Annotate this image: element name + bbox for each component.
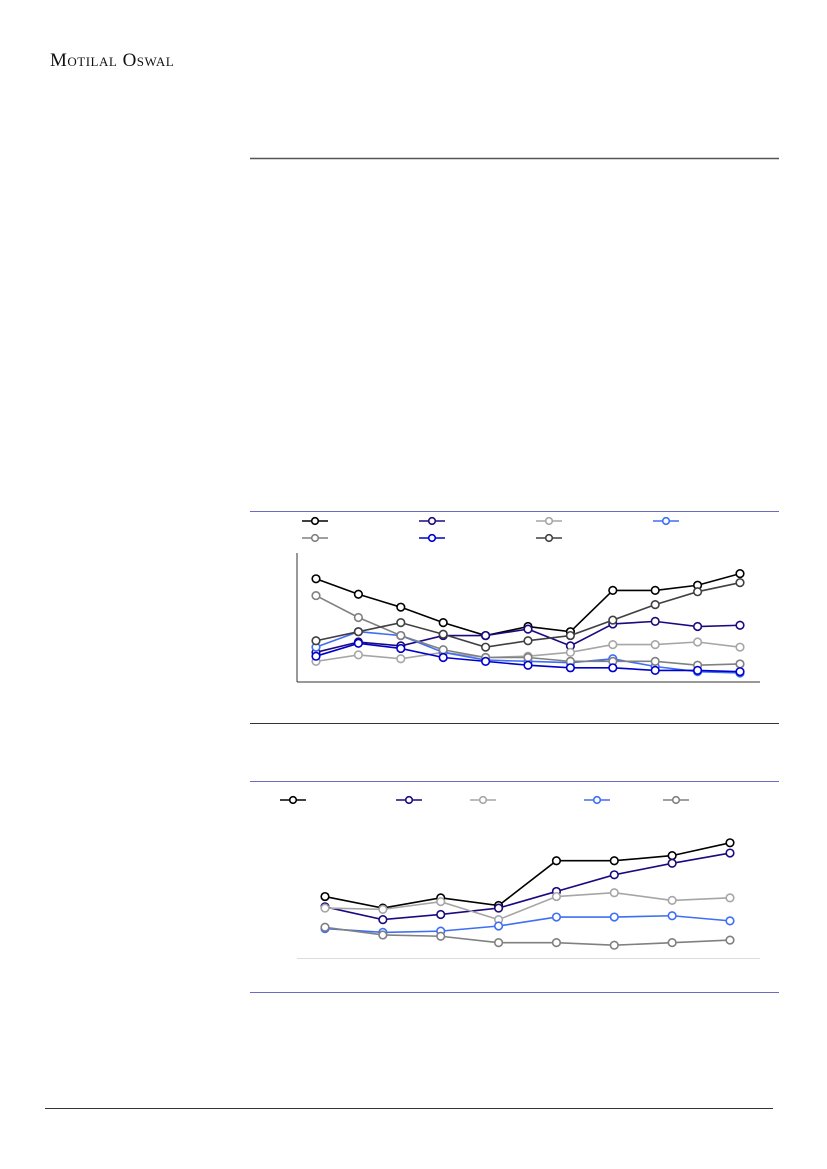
point bbox=[353, 627, 364, 637]
point bbox=[378, 914, 388, 925]
point bbox=[396, 602, 406, 612]
brand: Motilal Oswal bbox=[50, 50, 174, 71]
series-line bbox=[324, 891, 731, 921]
point bbox=[650, 656, 660, 666]
legend-swatch bbox=[288, 795, 298, 805]
point bbox=[692, 621, 703, 632]
legend-swatch bbox=[478, 795, 488, 805]
point bbox=[396, 630, 406, 641]
point bbox=[735, 620, 745, 630]
point bbox=[493, 903, 504, 913]
point bbox=[438, 618, 448, 628]
legend-swatch bbox=[427, 516, 437, 526]
point bbox=[667, 911, 677, 921]
point bbox=[523, 652, 533, 663]
point bbox=[735, 569, 745, 579]
point bbox=[565, 630, 576, 641]
point bbox=[523, 636, 533, 646]
point bbox=[311, 651, 321, 661]
point bbox=[551, 938, 562, 948]
point bbox=[353, 589, 364, 599]
point bbox=[609, 870, 619, 880]
legend-swatch bbox=[404, 795, 414, 805]
point bbox=[667, 895, 677, 906]
point bbox=[667, 858, 677, 868]
point bbox=[735, 667, 745, 677]
point bbox=[311, 590, 321, 601]
point bbox=[481, 656, 491, 666]
point bbox=[725, 838, 735, 848]
point bbox=[667, 938, 677, 948]
point bbox=[320, 903, 330, 913]
series-line bbox=[324, 842, 731, 909]
legend-swatch bbox=[592, 795, 602, 805]
point bbox=[436, 931, 446, 941]
point bbox=[650, 665, 660, 675]
point bbox=[725, 916, 735, 926]
point bbox=[353, 650, 364, 660]
point bbox=[692, 587, 703, 597]
point bbox=[735, 642, 745, 652]
point bbox=[609, 940, 619, 950]
point bbox=[436, 897, 446, 907]
point bbox=[725, 935, 735, 945]
point bbox=[725, 848, 735, 858]
point bbox=[609, 888, 619, 898]
point bbox=[608, 663, 618, 673]
point bbox=[565, 663, 576, 673]
point bbox=[311, 574, 321, 584]
legend-swatch bbox=[427, 533, 437, 543]
point bbox=[438, 629, 448, 639]
point bbox=[353, 638, 364, 648]
legend-swatch bbox=[661, 516, 671, 526]
point bbox=[650, 639, 660, 650]
point bbox=[320, 891, 330, 902]
point bbox=[438, 645, 448, 655]
point bbox=[378, 930, 388, 940]
point bbox=[725, 893, 735, 903]
legend-swatch bbox=[544, 533, 554, 543]
point bbox=[438, 652, 448, 663]
point bbox=[396, 618, 406, 628]
point bbox=[667, 850, 677, 861]
point bbox=[650, 616, 660, 626]
point bbox=[608, 615, 618, 625]
point bbox=[396, 654, 406, 664]
point bbox=[692, 637, 703, 647]
point bbox=[735, 659, 745, 669]
point bbox=[493, 938, 504, 948]
point bbox=[353, 612, 364, 623]
legend-swatch bbox=[544, 516, 554, 526]
point bbox=[320, 922, 330, 932]
point bbox=[523, 660, 533, 670]
legend-swatch bbox=[310, 533, 320, 543]
legend-swatch bbox=[671, 795, 681, 805]
point bbox=[551, 891, 562, 902]
point bbox=[565, 647, 576, 657]
point bbox=[609, 912, 619, 922]
point bbox=[551, 856, 562, 866]
point bbox=[396, 643, 406, 654]
series-line bbox=[324, 914, 731, 934]
point bbox=[735, 578, 745, 588]
point bbox=[311, 636, 321, 646]
series-line bbox=[324, 926, 731, 947]
point bbox=[608, 585, 618, 596]
point bbox=[609, 856, 619, 866]
point bbox=[523, 624, 533, 634]
point bbox=[481, 630, 491, 641]
point bbox=[481, 642, 491, 652]
point bbox=[436, 909, 446, 920]
legend-swatch bbox=[310, 516, 320, 526]
series-line bbox=[324, 852, 731, 921]
point bbox=[692, 665, 703, 675]
point bbox=[650, 599, 660, 610]
point bbox=[493, 921, 504, 931]
point bbox=[378, 904, 388, 914]
point bbox=[650, 585, 660, 596]
point bbox=[608, 639, 618, 650]
point bbox=[551, 912, 562, 922]
